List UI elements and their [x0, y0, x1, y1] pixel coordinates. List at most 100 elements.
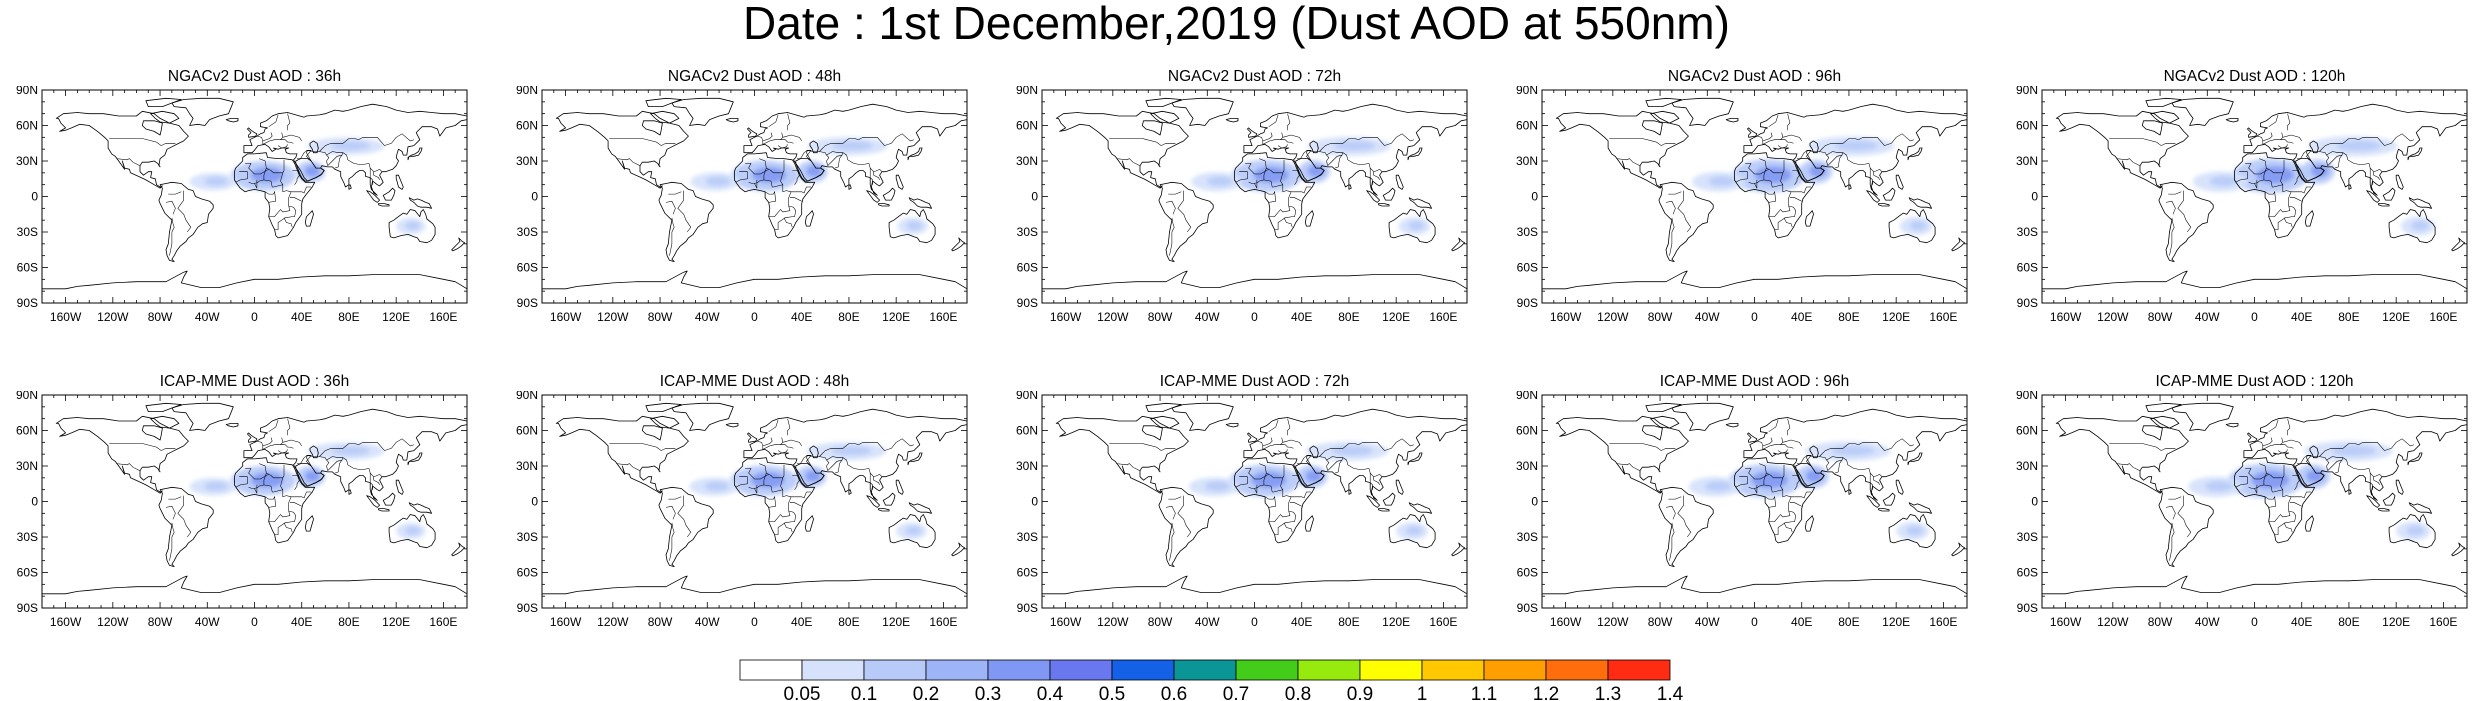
- lat-tick-label: 0: [2031, 495, 2038, 509]
- country-border: [1280, 477, 1284, 490]
- lon-tick-label: 80E: [2338, 310, 2359, 324]
- panel-title: ICAP-MME Dust AOD : 72h: [1159, 373, 1350, 390]
- lat-tick-label: 90S: [1517, 601, 1538, 615]
- coastline-hudson-bay: [1141, 120, 1163, 136]
- country-border: [1292, 170, 1300, 185]
- country-border: [263, 473, 267, 485]
- country-border: [319, 443, 359, 457]
- colorbar-label: 1.1: [1471, 684, 1497, 701]
- country-border: [2268, 114, 2279, 127]
- lon-tick-label: 160E: [429, 310, 457, 324]
- coastline-britain: [2246, 432, 2258, 443]
- country-border: [2256, 132, 2273, 142]
- lat-tick-label: 0: [31, 190, 38, 204]
- country-border: [168, 496, 182, 500]
- coastline-new-zealand: [2451, 542, 2466, 557]
- dust-region-core: [1251, 472, 1287, 488]
- coastlines: [1542, 402, 1967, 608]
- coastline-iceland: [725, 423, 739, 428]
- lat-tick-label: 0: [31, 495, 38, 509]
- lat-tick-label: 30N: [16, 459, 38, 473]
- country-border: [1248, 179, 1258, 189]
- country-border: [2165, 505, 2176, 520]
- coastline-iceland: [1225, 423, 1239, 428]
- dust-region-core: [705, 176, 731, 186]
- axis-ticks: [541, 89, 968, 304]
- country-border: [1665, 200, 1676, 215]
- country-border: [783, 522, 793, 533]
- lon-tick-label: 80W: [1148, 310, 1173, 324]
- dust-region-core: [1906, 525, 1923, 536]
- map-panel: NGACv2 Dust AOD : 120h 90N 60N 30N 0 30S 60S 90…: [2006, 68, 2473, 330]
- country-border: [2116, 158, 2141, 166]
- coastline-java: [878, 203, 890, 207]
- colorbar-label: 0.5: [1099, 684, 1125, 701]
- coastline-japan: [407, 452, 423, 466]
- country-border: [1794, 491, 1812, 499]
- country-border: [368, 468, 383, 478]
- country-border: [2254, 484, 2295, 498]
- country-border: [1763, 473, 1767, 485]
- country-border: [763, 473, 767, 485]
- country-border: [1668, 191, 1682, 195]
- coastline-philippines: [895, 174, 904, 190]
- lon-tick-label: 160W: [2050, 615, 2082, 629]
- country-borders: [1609, 418, 1914, 561]
- coastline-south-america: [658, 486, 714, 568]
- lon-tick-label: 120W: [1097, 310, 1129, 324]
- country-border: [1282, 134, 1302, 142]
- country-border: [1792, 475, 1800, 490]
- lon-tick-label: 160E: [1429, 615, 1457, 629]
- country-border: [1264, 495, 1277, 508]
- coastline-caspian: [2309, 445, 2319, 459]
- country-border: [787, 418, 791, 436]
- country-border: [1254, 484, 1295, 498]
- coastline-madagascar: [1304, 515, 1314, 532]
- coastline-new-guinea: [2408, 502, 2433, 514]
- colorbar-label: 0.05: [784, 684, 821, 701]
- lat-tick-label: 30N: [516, 154, 538, 168]
- axis-ticks: [1041, 394, 1468, 609]
- lat-tick-label: 60N: [1516, 424, 1538, 438]
- coastline-madagascar: [1804, 210, 1814, 227]
- country-border: [794, 186, 812, 194]
- lat-tick-label: 60S: [17, 566, 38, 580]
- coastline-baffin: [150, 415, 180, 429]
- country-border: [326, 151, 343, 156]
- colorbar-swatch: [1483, 659, 1547, 681]
- lat-tick-label: 30N: [516, 459, 538, 473]
- coastline-iceland: [2225, 423, 2239, 428]
- country-border: [2369, 473, 2373, 490]
- coastline-arabia: [1295, 158, 1325, 182]
- country-border: [289, 197, 302, 202]
- country-border: [2235, 476, 2248, 488]
- country-border: [2306, 150, 2312, 162]
- lon-tick-label: 80E: [338, 615, 359, 629]
- lat-tick-label: 0: [531, 190, 538, 204]
- lon-tick-label: 120W: [2097, 615, 2129, 629]
- dust-region-core: [251, 472, 284, 488]
- country-border: [262, 444, 281, 450]
- country-border: [768, 114, 779, 127]
- lat-tick-label: 90N: [1016, 391, 1038, 402]
- country-border: [1109, 443, 1176, 451]
- country-border: [1264, 190, 1277, 203]
- colorbar-swatch: [1235, 659, 1299, 681]
- coastline-baffin: [650, 110, 680, 124]
- lat-tick-label: 30N: [1516, 154, 1538, 168]
- country-border: [2292, 475, 2300, 490]
- coastline-new-guinea: [1908, 197, 1933, 209]
- coastline-madagascar: [1804, 515, 1814, 532]
- lat-tick-label: 60S: [2017, 261, 2038, 275]
- dust-region-core: [1204, 481, 1231, 492]
- coastline-borneo: [382, 492, 396, 506]
- country-borders: [2109, 113, 2414, 256]
- colorbar-label: 0.9: [1347, 684, 1373, 701]
- coastline-philippines: [1395, 174, 1404, 190]
- lon-tick-label: 160W: [1050, 310, 1082, 324]
- lat-tick-label: 30N: [2016, 459, 2038, 473]
- lat-tick-label: 90S: [2017, 601, 2038, 615]
- coastline-baffin: [650, 415, 680, 429]
- lon-tick-label: 0: [251, 310, 258, 324]
- lon-tick-label: 120E: [382, 615, 410, 629]
